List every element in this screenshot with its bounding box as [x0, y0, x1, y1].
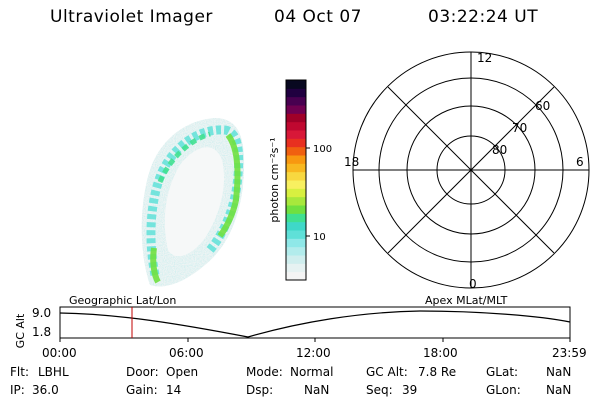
colorbar-segment — [286, 88, 306, 98]
colorbar-segment — [286, 213, 306, 223]
colorbar-segment — [286, 155, 306, 164]
colorbar-segment — [286, 113, 306, 123]
timeline-xtick-1200: 12:00 — [296, 346, 331, 360]
observation-time: 03:22:24 UT — [428, 7, 539, 27]
gcalt-label: GC Alt: — [366, 365, 408, 379]
dsp-value: NaN — [304, 383, 330, 397]
glon-value: NaN — [546, 383, 572, 397]
colorbar-segment — [286, 238, 306, 248]
colorbar-tick-label-100: 100 — [313, 144, 332, 155]
door-value: Open — [166, 365, 199, 379]
colorbar-segment — [286, 121, 306, 131]
timeline-right-caption: Apex MLat/MLT — [425, 294, 508, 307]
gcalt-value: 7.8 Re — [418, 365, 457, 379]
colorbar-unit-label: photon cm⁻²s⁻¹ — [268, 137, 281, 222]
timeline-xtick-1800: 18:00 — [423, 346, 458, 360]
polar-label-18: 18 — [344, 155, 359, 169]
colorbar-segment — [286, 246, 306, 256]
timeline-xtick-2359: 23:59 — [552, 346, 587, 360]
timeline-xtick-0600: 06:00 — [169, 346, 204, 360]
altitude-curve — [59, 310, 571, 338]
colorbar-segment — [286, 255, 306, 264]
polar-label-6: 6 — [576, 155, 584, 169]
polar-diagonal-2 — [387, 86, 555, 254]
colorbar-segment — [286, 263, 306, 273]
polar-label-12: 12 — [477, 51, 492, 65]
colorbar-segment — [286, 180, 306, 189]
mode-label: Mode: — [246, 365, 283, 379]
glat-label: GLat: — [486, 365, 519, 379]
glat-value: NaN — [546, 365, 572, 379]
colorbar-segment — [286, 230, 306, 239]
seq-value: 39 — [402, 383, 418, 397]
timeline-frame — [59, 306, 571, 339]
glon-label: GLon: — [486, 383, 521, 397]
colorbar-segment — [286, 130, 306, 139]
flt-value: LBHL — [38, 365, 69, 379]
timeline-left-caption: Geographic Lat/Lon — [69, 294, 177, 307]
polar-ring-label-70: 70 — [512, 121, 527, 135]
flt-label: Flt: — [10, 365, 29, 379]
polar-ring-label-60: 60 — [535, 99, 550, 113]
colorbar-tick-label-10: 10 — [313, 232, 326, 243]
colorbar-frame — [285, 79, 307, 281]
ip-label: IP: — [10, 383, 25, 397]
colorbar-segment — [286, 171, 306, 181]
instrument-title: Ultraviolet Imager — [50, 7, 213, 27]
colorbar-segment — [286, 80, 306, 89]
gain-label: Gain: — [126, 383, 158, 397]
colorbar-segment — [286, 205, 306, 214]
colorbar-segment — [286, 138, 306, 148]
colorbar-segment — [286, 221, 306, 231]
ip-value: 36.0 — [32, 383, 59, 397]
colorbar-segment — [286, 271, 306, 281]
colorbar-segment — [286, 105, 306, 114]
colorbar-segment — [286, 196, 306, 206]
door-label: Door: — [126, 365, 159, 379]
polar-ring-label-80: 80 — [492, 143, 507, 157]
colorbar-segment — [286, 146, 306, 156]
mode-value: Normal — [290, 365, 334, 379]
gain-value: 14 — [166, 383, 182, 397]
timeline-xtick-0000: 00:00 — [42, 346, 77, 360]
colorbar-segment — [286, 163, 306, 173]
observation-date: 04 Oct 07 — [274, 7, 362, 27]
timeline-ytick-top: 9.0 — [32, 306, 52, 320]
dsp-label: Dsp: — [246, 383, 274, 397]
colorbar-segment — [286, 96, 306, 106]
timeline-ytick-bottom: 1.8 — [32, 325, 52, 339]
colorbar-segment — [286, 188, 306, 198]
seq-label: Seq: — [366, 383, 393, 397]
timeline-ylabel: GC Alt — [14, 313, 27, 348]
polar-label-0: 0 — [469, 277, 477, 291]
